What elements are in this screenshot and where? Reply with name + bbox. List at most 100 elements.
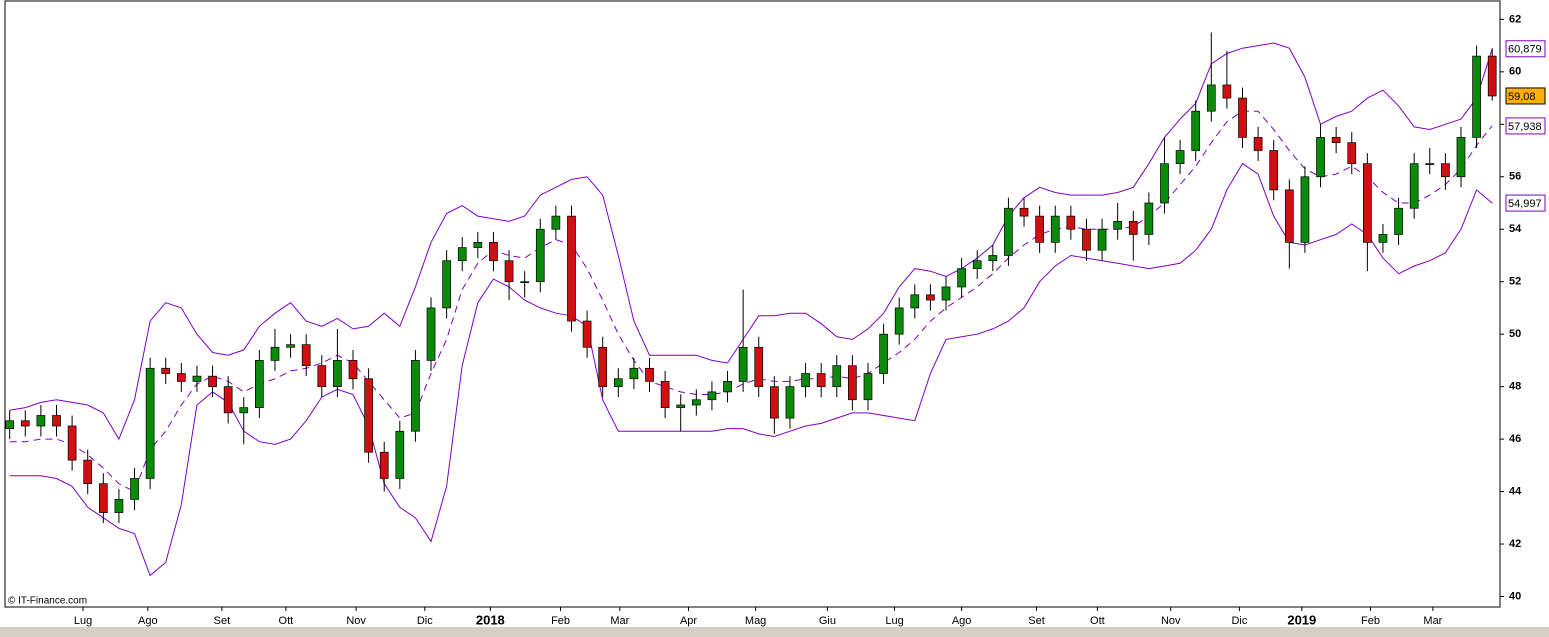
y-tick-label: 52 — [1509, 276, 1521, 288]
value-label-box — [1505, 40, 1546, 58]
candle-body — [1113, 221, 1123, 230]
candle-body — [816, 373, 826, 387]
y-tick-label: 42 — [1509, 538, 1521, 550]
candle-body — [567, 215, 576, 322]
x-tick-label: Dic — [417, 615, 433, 627]
candle-body — [1128, 221, 1138, 235]
y-tick-label: 46 — [1509, 433, 1521, 445]
candle-body — [442, 260, 451, 309]
candle-body — [1409, 163, 1419, 209]
candle-body — [98, 483, 108, 513]
candle-body — [582, 320, 592, 348]
candle-body — [551, 215, 561, 230]
candle-body — [1253, 137, 1263, 151]
x-tick-label: Mag — [745, 615, 766, 627]
candle-body — [879, 333, 888, 374]
candle-body — [1144, 202, 1154, 235]
candle-body — [1441, 163, 1450, 178]
candle-body — [473, 242, 483, 248]
candle-body — [161, 367, 171, 374]
band — [9, 42, 1493, 441]
value-label: 57,938 — [1508, 121, 1542, 133]
x-tick-label: Mar — [610, 615, 629, 627]
x-tick-label: Lug — [74, 615, 92, 627]
y-tick-label: 60 — [1509, 66, 1521, 78]
x-tick-label: Apr — [680, 615, 697, 627]
candle-body — [1363, 163, 1372, 243]
candle-body — [645, 367, 654, 382]
candle-body — [411, 360, 420, 432]
candle-body — [255, 360, 264, 408]
candle-body — [1347, 142, 1357, 164]
candle-body — [1035, 215, 1044, 243]
x-tick-label: Ago — [952, 615, 972, 627]
candle-body — [192, 375, 202, 382]
candle-body — [941, 286, 951, 301]
band — [9, 162, 1493, 577]
candle-body — [1284, 189, 1294, 243]
candle-body — [1222, 84, 1232, 99]
candle-body — [1269, 150, 1279, 191]
candle-body — [83, 459, 93, 485]
candle-body — [5, 420, 15, 429]
candle-body — [1472, 55, 1481, 138]
candle-body — [286, 344, 295, 348]
candle-body — [1004, 207, 1013, 256]
x-tick-label: Nov — [1161, 615, 1181, 627]
x-tick-label: Ott — [1090, 615, 1105, 627]
x-tick-label: 2019 — [1287, 612, 1316, 627]
candle-body — [957, 268, 966, 288]
candle-body — [769, 386, 779, 419]
y-tick-label: 62 — [1509, 13, 1521, 25]
candle-body — [457, 247, 467, 262]
status-bar — [0, 627, 1549, 637]
candle-body — [1394, 207, 1403, 235]
candle-body — [660, 381, 670, 408]
candle-body — [691, 399, 701, 406]
candle-body — [426, 307, 436, 361]
value-label: 60,879 — [1508, 44, 1542, 56]
candle-body — [613, 378, 623, 387]
candle-body — [1331, 137, 1341, 144]
y-tick-label: 48 — [1509, 381, 1521, 393]
candle-body — [1456, 137, 1466, 178]
candle-body — [785, 386, 795, 419]
candle-body — [1378, 234, 1388, 243]
value-label: 54,997 — [1508, 198, 1542, 210]
candle-body — [504, 260, 514, 283]
candle-body — [348, 360, 358, 380]
candle-body — [223, 386, 233, 414]
candle-body — [535, 228, 545, 283]
x-tick-label: Giu — [819, 615, 836, 627]
candle-body — [145, 367, 155, 479]
candle-body — [1316, 137, 1325, 178]
candle-body — [1487, 55, 1497, 97]
candle-body — [1206, 84, 1216, 112]
candle-body — [239, 407, 249, 414]
candle-body — [176, 373, 186, 382]
y-tick-label: 56 — [1509, 171, 1521, 183]
candle-body — [1425, 163, 1435, 165]
candle-body — [1160, 163, 1169, 204]
candle-body — [926, 294, 935, 301]
candle-body — [20, 420, 30, 427]
x-tick-label: Set — [214, 615, 231, 627]
x-tick-label: Mar — [1423, 615, 1442, 627]
x-tick-label: Set — [1028, 615, 1045, 627]
candle-body — [894, 307, 904, 335]
candle-body — [333, 360, 342, 387]
candle-body — [520, 281, 530, 284]
candle-body — [832, 365, 842, 387]
plot-frame — [4, 0, 1501, 608]
candle-body — [1097, 228, 1107, 251]
candle-body — [489, 242, 498, 262]
candle-body — [1191, 110, 1201, 151]
candle-body — [1019, 207, 1029, 217]
candle-body — [114, 499, 124, 513]
candle-body — [754, 346, 764, 387]
candle-body — [67, 425, 77, 461]
y-tick-label: 50 — [1509, 328, 1521, 340]
x-tick-label: Ott — [279, 615, 294, 627]
